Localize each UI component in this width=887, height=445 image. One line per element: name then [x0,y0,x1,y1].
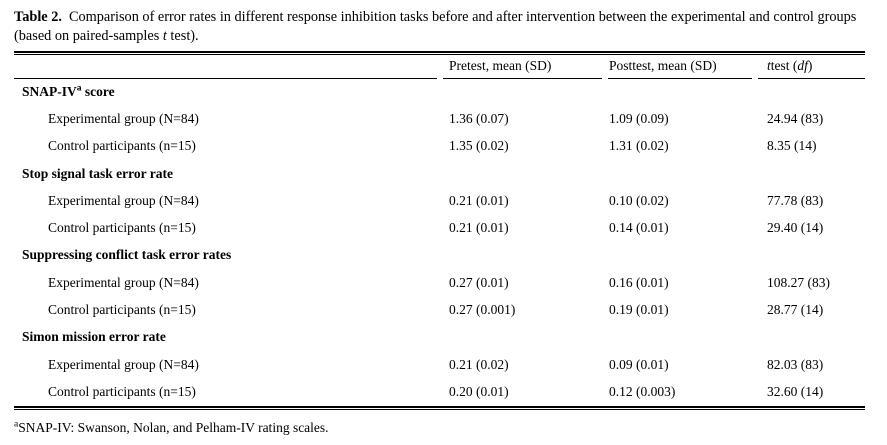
posttest-value: 1.09 (0.09) [609,110,669,126]
section-row: Suppressing conflict task error rates [14,242,865,269]
row-label: Experimental group (N=84) [48,110,199,126]
column-header-ttest: t test (df) [758,55,865,79]
posttest-value: 0.16 (0.01) [609,274,669,290]
ttest-value: 8.35 (14) [767,138,817,154]
posttest-value: 0.14 (0.01) [609,220,669,236]
table-row: Control participants (n=15) 0.27 (0.001)… [14,296,865,323]
table-row: Experimental group (N=84) 1.36 (0.07) 1.… [14,105,865,132]
pretest-value: 0.21 (0.01) [449,220,509,236]
footnote: aSNAP-IV: Swanson, Nolan, and Pelham-IV … [14,420,329,436]
pretest-value: 0.21 (0.01) [449,192,509,208]
table-row: Control participants (n=15) 1.35 (0.02) … [14,133,865,160]
table-row: Experimental group (N=84) 0.27 (0.01) 0.… [14,269,865,296]
ttest-value: 108.27 (83) [767,274,830,290]
column-header-pretest: Pretest, mean (SD) [443,55,602,79]
footnote-superscript-a: a [14,419,19,430]
section-title: Suppressing conflict task error rates [22,247,232,263]
pretest-value: 0.21 (0.02) [449,356,509,372]
table-caption-text: Comparison of error rates in different r… [14,9,857,44]
row-label: Experimental group (N=84) [48,274,199,290]
pretest-value: 0.27 (0.001) [449,302,516,318]
row-label: Control participants (n=15) [48,383,196,399]
row-label: Control participants (n=15) [48,302,196,318]
ttest-mid: test ( [770,58,798,73]
table-row: Experimental group (N=84) 0.21 (0.01) 0.… [14,187,865,214]
posttest-value: 0.12 (0.003) [609,383,676,399]
table-row: Control participants (n=15) 0.20 (0.01) … [14,378,865,405]
posttest-value: 0.10 (0.02) [609,192,669,208]
top-rule-light [14,54,865,55]
section-row: SNAP-IVa score [14,78,865,105]
table-caption-italic-t: t [162,27,167,44]
row-label: Control participants (n=15) [48,138,196,154]
column-header-stub [14,55,437,79]
pretest-value: 1.35 (0.02) [449,138,509,154]
section-title: SNAP-IVa score [22,83,115,99]
section-title: Simon mission error rate [22,329,166,345]
ttest-italic-df: df [797,58,808,73]
posttest-value: 1.31 (0.02) [609,138,669,154]
pretest-value: 0.20 (0.01) [449,383,509,399]
table: Pretest, mean (SD) Posttest, mean (SD) t… [14,51,865,410]
top-rule-heavy [14,51,865,53]
section-row: Stop signal task error rate [14,160,865,187]
ttest-value: 28.77 (14) [767,302,824,318]
posttest-value: 0.19 (0.01) [609,302,669,318]
ttest-value: 77.78 (83) [767,192,824,208]
ttest-value: 29.40 (14) [767,220,824,236]
superscript-a: a [76,83,82,94]
column-header-posttest: Posttest, mean (SD) [608,55,752,79]
row-label: Experimental group (N=84) [48,356,199,372]
header-row: Pretest, mean (SD) Posttest, mean (SD) t… [14,55,865,79]
table-row: Experimental group (N=84) 0.21 (0.02) 0.… [14,351,865,378]
ttest-value: 82.03 (83) [767,356,824,372]
footnote-text: SNAP-IV: Swanson, Nolan, and Pelham-IV r… [18,420,329,435]
row-label: Control participants (n=15) [48,220,196,236]
bottom-rule-heavy [14,405,865,408]
ttest-italic-t: t [767,58,771,73]
section-row: Simon mission error rate [14,324,865,351]
table-caption-tail: test). [166,27,199,44]
bottom-rule-light [14,408,865,410]
ttest-end: ) [807,58,813,73]
ttest-value: 24.94 (83) [767,110,824,126]
pretest-value: 1.36 (0.07) [449,110,509,126]
section-title: Stop signal task error rate [22,165,173,181]
pretest-value: 0.27 (0.01) [449,274,509,290]
table-caption: Table 2. Comparison of error rates in dif… [14,8,868,46]
table-row: Control participants (n=15) 0.21 (0.01) … [14,214,865,241]
posttest-value: 0.09 (0.01) [609,356,669,372]
ttest-value: 32.60 (14) [767,383,824,399]
table-caption-label: Table 2. [14,9,62,25]
row-label: Experimental group (N=84) [48,192,199,208]
